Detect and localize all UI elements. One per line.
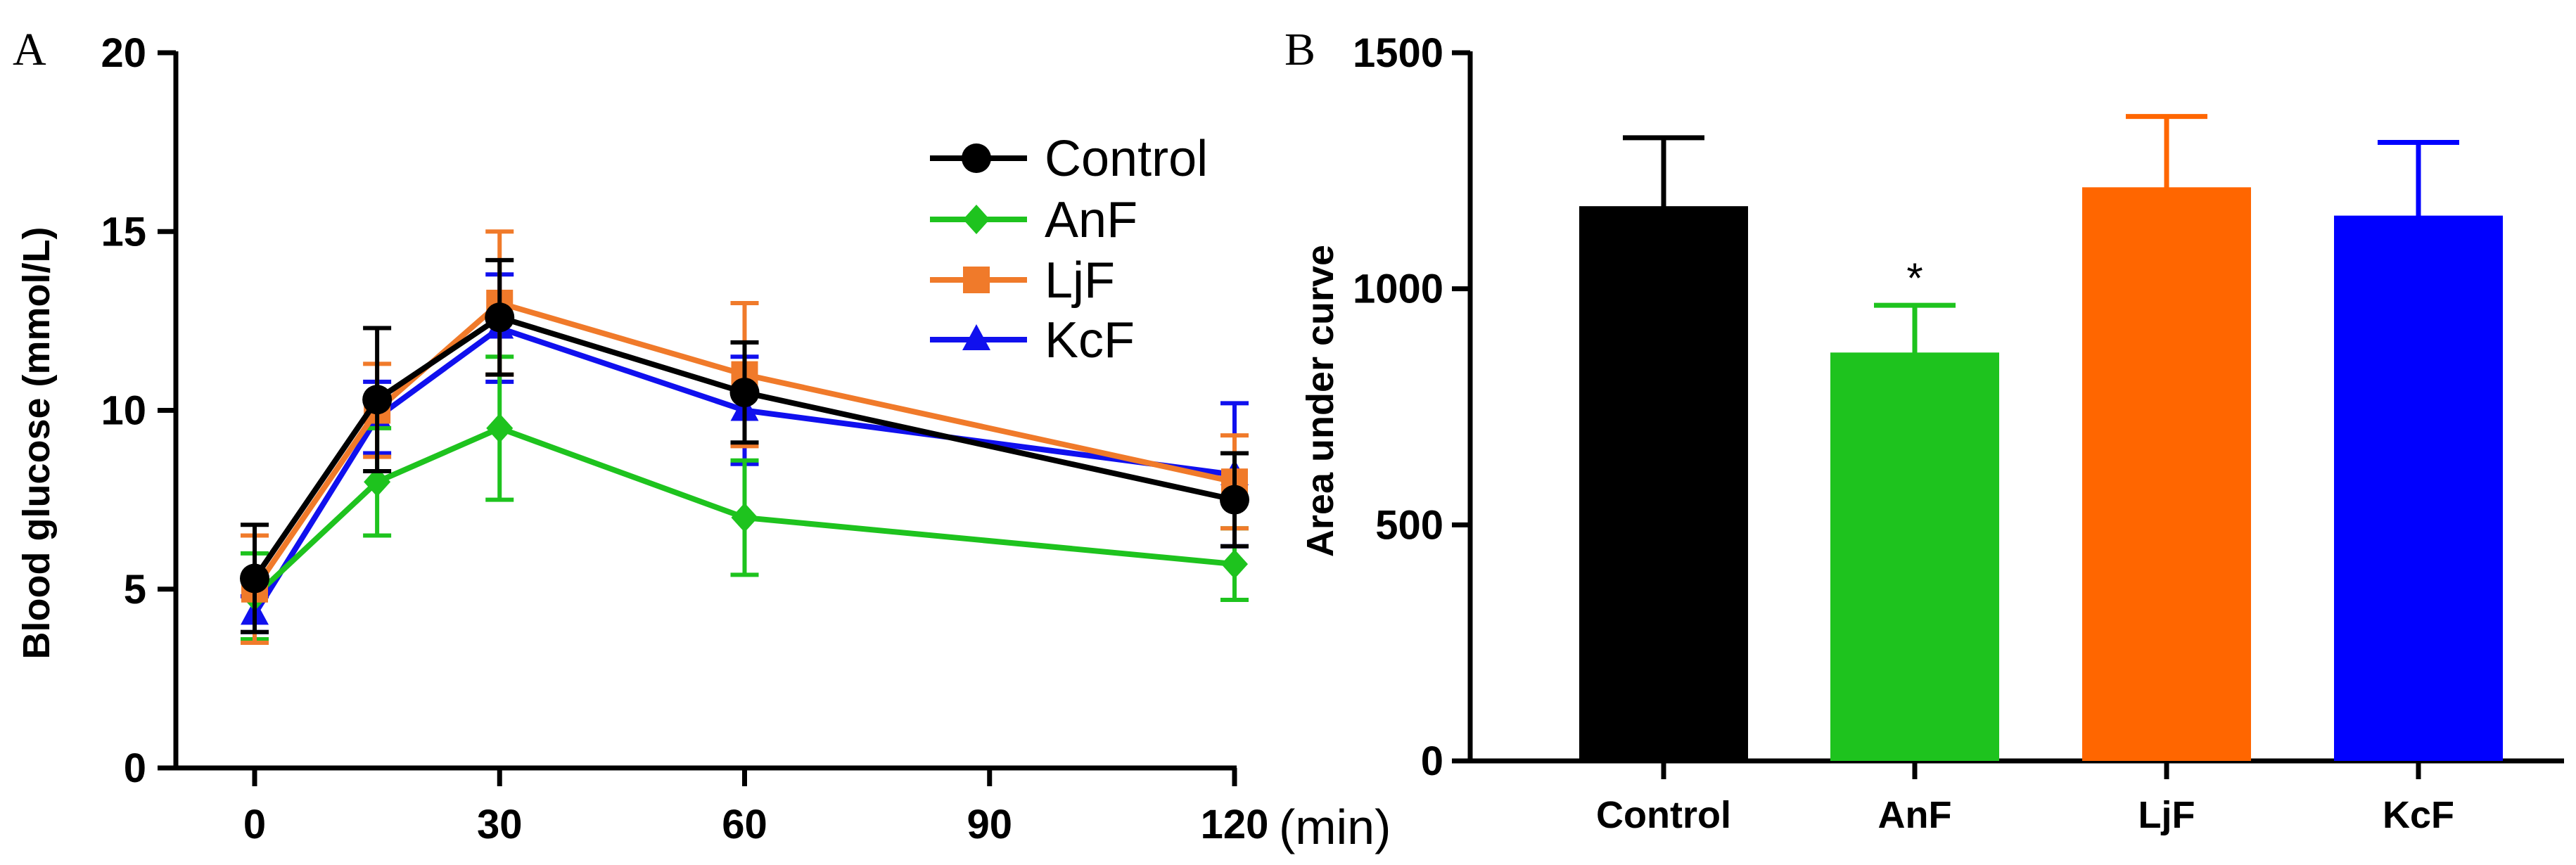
legend-item-kcf: KcF <box>930 312 1135 369</box>
data-point <box>362 385 393 415</box>
data-point <box>1220 485 1249 515</box>
panel-b: B Area under curve 0 500 1000 1500 Control An… <box>1284 24 2564 836</box>
legend-marker <box>962 324 990 350</box>
panel-a-label: A <box>13 24 46 75</box>
bar-group-anf <box>1830 302 1999 762</box>
panel-b-bars: * <box>1579 114 2503 762</box>
data-point <box>729 378 760 408</box>
legend-label: KcF <box>1045 312 1135 369</box>
legend-label: AnF <box>1045 192 1137 248</box>
y-tick-label: 500 <box>1375 502 1443 548</box>
significance-star: * <box>1906 255 1923 302</box>
y-tick-label: 1000 <box>1353 267 1443 312</box>
x-tick-label: 0 <box>243 802 266 847</box>
data-point <box>364 467 391 497</box>
panel-a-axes: 0 5 10 15 20 0 30 60 90 120 <box>101 30 1268 847</box>
panel-a-series <box>240 229 1249 646</box>
y-tick-label: 0 <box>1421 738 1443 784</box>
data-point <box>240 563 269 594</box>
bar <box>2082 187 2251 762</box>
x-tick-label: 90 <box>967 802 1012 847</box>
bar-group-control <box>1579 135 1748 761</box>
data-point <box>485 302 515 333</box>
x-tick-label: AnF <box>1878 794 1952 836</box>
y-tick-label: 20 <box>101 30 146 76</box>
legend-marker <box>963 205 990 234</box>
legend-item-control: Control <box>930 131 1208 187</box>
x-tick-label: 120 <box>1201 802 1269 847</box>
bar-group-ljf <box>2082 114 2251 762</box>
data-point <box>1221 549 1248 579</box>
y-tick-label: 5 <box>124 567 146 613</box>
series-control <box>240 257 1249 634</box>
x-tick-label: KcF <box>2383 794 2454 836</box>
legend-item-ljf: LjF <box>930 252 1115 309</box>
bar-group-kcf <box>2334 140 2503 761</box>
data-point <box>486 413 514 443</box>
bar <box>1830 352 1999 762</box>
x-tick-label: 30 <box>477 802 523 847</box>
x-tick-label: LjF <box>2138 794 2195 836</box>
panel-b-y-axis-title: Area under curve <box>1299 245 1341 557</box>
x-tick-label: Control <box>1596 794 1731 836</box>
legend-item-anf: AnF <box>930 192 1137 248</box>
y-tick-label: 15 <box>101 209 146 255</box>
y-tick-label: 1500 <box>1353 30 1443 76</box>
y-tick-label: 0 <box>124 745 146 791</box>
y-tick-label: 10 <box>101 388 146 434</box>
legend-marker <box>963 267 990 293</box>
panel-a: A Blood glucose (mmol/L) (min) 051015200… <box>13 24 1391 854</box>
series-anf <box>241 354 1249 641</box>
panel-a-x-unit: (min) <box>1279 800 1391 854</box>
legend-label: Control <box>1045 131 1208 187</box>
legend-marker <box>962 143 991 173</box>
bar <box>1579 206 1748 761</box>
data-point <box>731 503 758 533</box>
panel-a-y-axis-title: Blood glucose (mmol/L) <box>15 227 58 660</box>
legend-label: LjF <box>1045 252 1115 309</box>
bar <box>2334 215 2503 761</box>
x-tick-label: 60 <box>722 802 767 847</box>
panel-b-label: B <box>1284 24 1315 75</box>
